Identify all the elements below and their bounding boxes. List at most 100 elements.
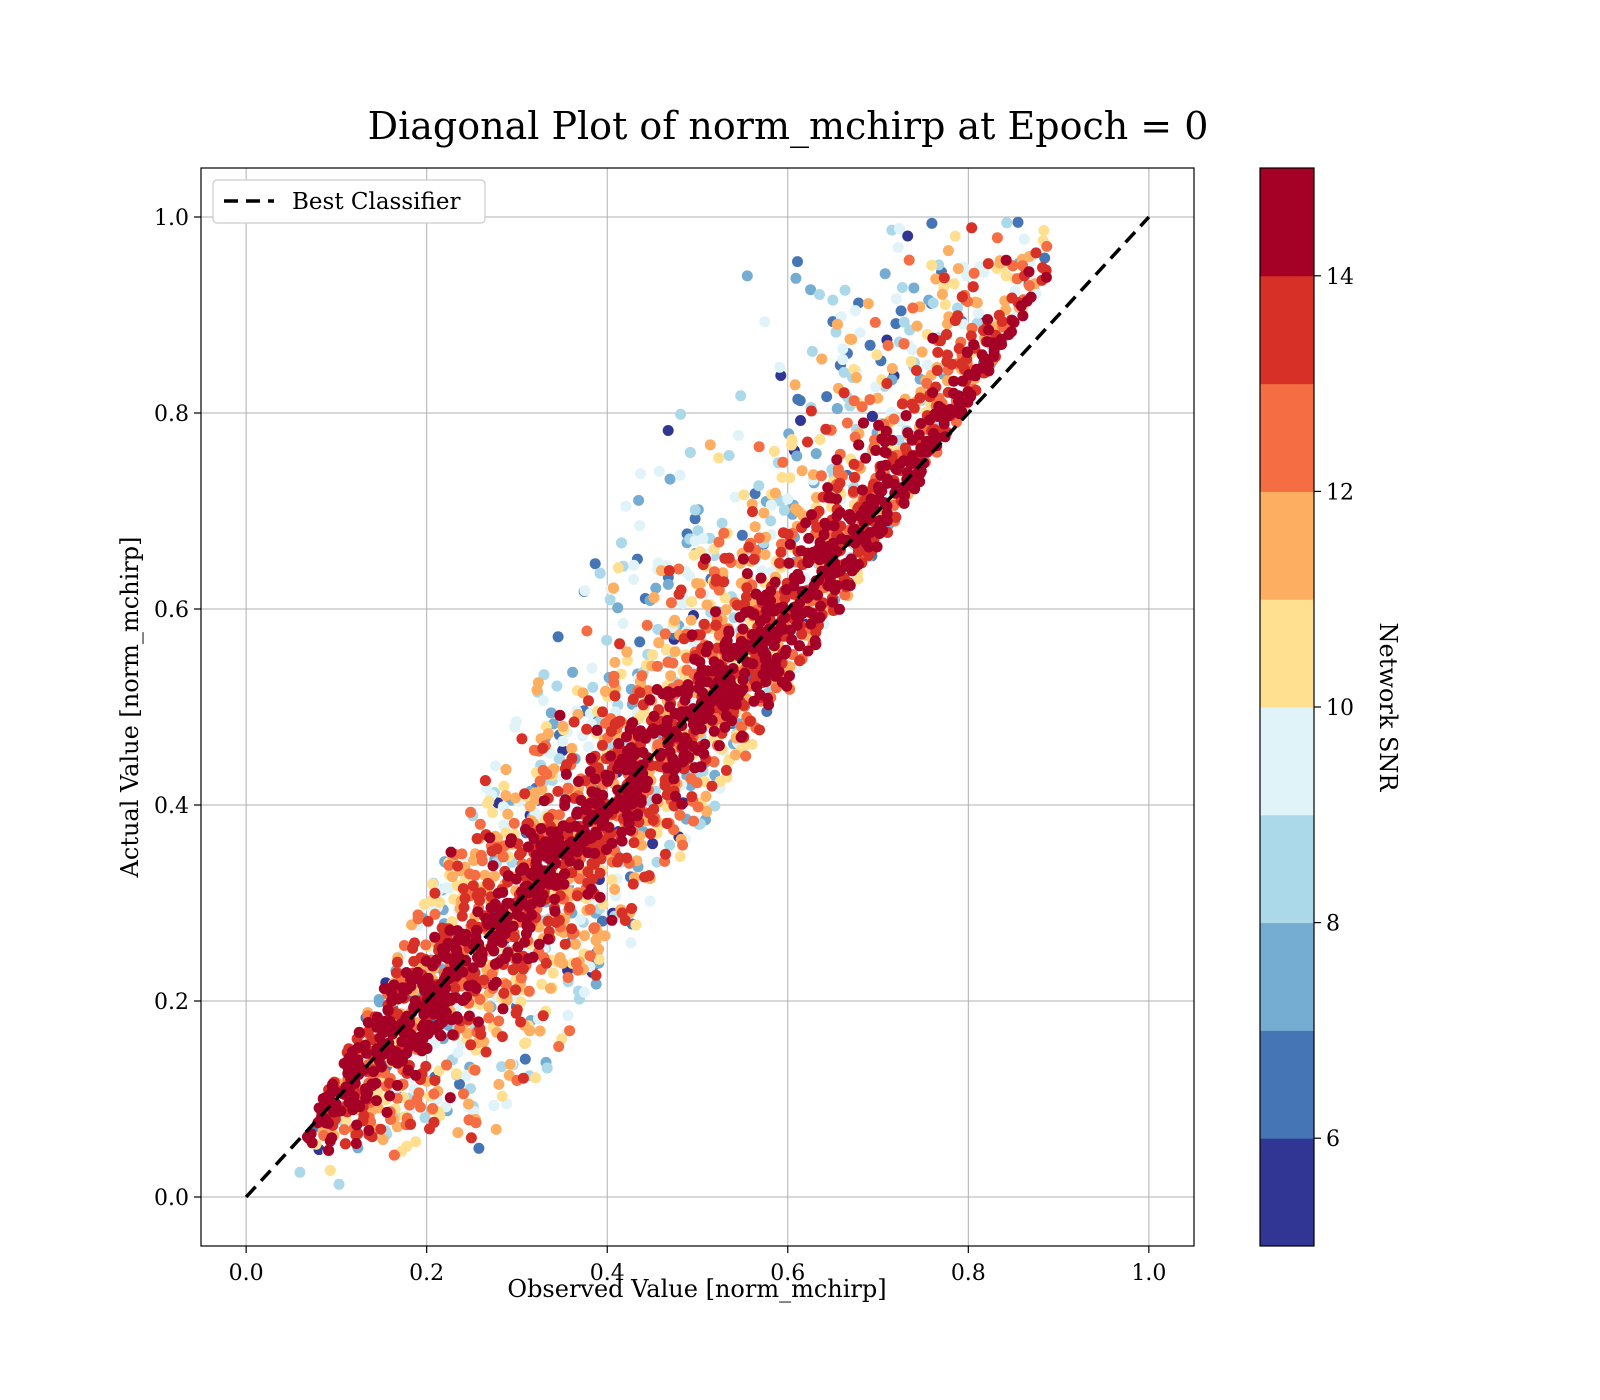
scatter-point [783, 557, 795, 569]
scatter-point [784, 472, 796, 484]
scatter-point [596, 739, 608, 751]
scatter-point [616, 835, 628, 847]
scatter-point [547, 967, 559, 979]
scatter-point [664, 839, 676, 851]
scatter-point [582, 866, 594, 878]
scatter-point [814, 612, 826, 623]
scatter-point [791, 450, 803, 462]
scatter-point [716, 666, 728, 677]
scatter-point [599, 930, 611, 942]
scatter-point [606, 874, 618, 886]
scatter-point [628, 837, 640, 849]
colorbar-segment [1260, 491, 1314, 600]
scatter-point [796, 465, 808, 477]
scatter-point [606, 914, 618, 926]
scatter-point [721, 650, 733, 662]
scatter-point [882, 340, 894, 351]
scatter-point [604, 594, 616, 606]
scatter-point [738, 489, 750, 501]
scatter-point [689, 513, 701, 525]
scatter-point [856, 484, 868, 496]
scatter-point [600, 685, 611, 697]
scatter-point [429, 931, 441, 943]
scatter-point [446, 871, 458, 883]
scatter-point [1006, 292, 1018, 304]
scatter-point [510, 792, 521, 804]
scatter-point [662, 425, 674, 436]
scatter-point [1040, 271, 1052, 283]
scatter-point [418, 1009, 430, 1020]
scatter-point [523, 985, 535, 997]
scatter-point [608, 582, 619, 594]
scatter-point [471, 924, 482, 936]
scatter-point [849, 305, 861, 317]
scatter-point [1000, 270, 1012, 282]
scatter-point [686, 791, 698, 803]
scatter-point [890, 293, 902, 305]
scatter-point [484, 832, 496, 844]
scatter-point [451, 1011, 463, 1023]
scatter-point [512, 941, 524, 953]
scatter-point [699, 553, 711, 565]
scatter-point [561, 759, 573, 771]
scatter-point [650, 582, 662, 594]
scatter-point [952, 302, 963, 314]
scatter-point [519, 1053, 531, 1065]
scatter-point [716, 517, 728, 529]
legend-box [212, 179, 486, 224]
scatter-point [418, 898, 430, 910]
scatter-point [841, 417, 853, 429]
colorbar-segment [1260, 383, 1314, 492]
scatter-point [694, 629, 706, 641]
scatter-point [526, 909, 538, 921]
scatter-point [932, 346, 944, 358]
scatter-point [948, 278, 960, 290]
scatter-point [362, 1026, 374, 1038]
scatter-point [775, 370, 787, 381]
scatter-point [594, 567, 606, 579]
scatter-point [1008, 316, 1020, 328]
x-axis-label: Observed Value [norm_mchirp] [507, 1275, 886, 1303]
scatter-point [866, 410, 878, 422]
scatter-point [616, 537, 627, 549]
scatter-point [575, 914, 586, 925]
scatter-point [836, 533, 848, 545]
scatter-point [616, 826, 628, 838]
scatter-point [700, 790, 712, 802]
scatter-point [900, 410, 912, 422]
scatter-point [429, 908, 441, 920]
scatter-point [769, 576, 781, 588]
scatter-point [674, 851, 686, 862]
scatter-point [988, 350, 1000, 362]
scatter-point [806, 345, 818, 357]
scatter-point [549, 893, 561, 905]
scatter-point [713, 629, 725, 641]
scatter-point [735, 390, 747, 402]
scatter-point [1038, 225, 1050, 236]
scatter-point [930, 273, 942, 285]
scatter-point [694, 656, 706, 668]
scatter-point [864, 394, 876, 406]
scatter-point [594, 891, 606, 903]
scatter-point [614, 638, 626, 650]
scatter-point [534, 775, 546, 787]
scatter-point [803, 590, 815, 602]
y-axis-ticks: 0.0 0.2 0.4 0.6 0.8 1.0 [154, 206, 201, 1211]
scatter-point [760, 661, 772, 673]
scatter-point [470, 1117, 482, 1129]
scatter-point [445, 846, 457, 858]
scatter-point [586, 857, 598, 869]
scatter-point [501, 898, 513, 909]
scatter-point [755, 572, 767, 584]
scatter-point [690, 713, 702, 725]
scatter-point [926, 217, 938, 229]
x-tick-label: 0.6 [770, 1261, 805, 1286]
scatter-point [873, 493, 885, 505]
scatter-point [763, 699, 775, 711]
scatter-point [490, 760, 501, 772]
scatter-point [612, 562, 624, 574]
scatter-point [447, 1029, 459, 1041]
scatter-point [648, 592, 660, 603]
scatter-point [701, 676, 713, 688]
x-tick-label: 0.4 [590, 1261, 625, 1286]
